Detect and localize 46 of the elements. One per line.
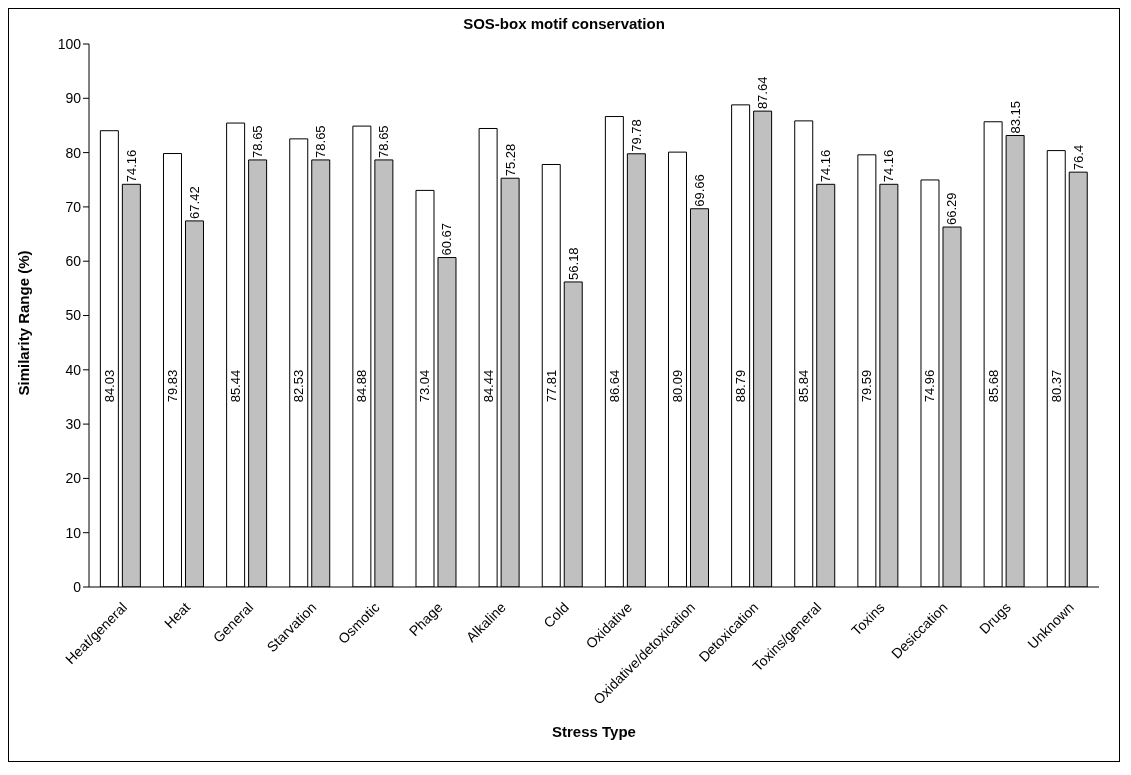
- data-label: 85.44: [228, 369, 244, 403]
- y-tick-label: 40: [65, 361, 82, 378]
- data-label: 56.18: [565, 247, 581, 280]
- data-label: 73.04: [417, 369, 433, 403]
- data-label: 74.16: [123, 149, 139, 183]
- y-tick-label: 70: [65, 198, 82, 215]
- data-label: 74.96: [922, 369, 938, 403]
- data-label: 74.16: [881, 149, 897, 183]
- data-label: 78.65: [250, 125, 266, 158]
- data-label: 75.28: [502, 143, 518, 177]
- data-label: 84.03: [101, 369, 117, 403]
- x-axis-title: Stress Type: [552, 723, 636, 740]
- chart-title: SOS-box motif conservation: [462, 15, 666, 32]
- data-label: 67.42: [186, 186, 202, 219]
- data-label: 84.44: [480, 369, 496, 403]
- data-label: 84.88: [354, 369, 370, 403]
- data-label: 77.81: [543, 369, 559, 403]
- y-axis-title: Similarity Range (%): [15, 250, 33, 396]
- data-label: 85.68: [985, 369, 1001, 403]
- data-label: 88.79: [733, 369, 749, 403]
- y-tick-label: 60: [65, 253, 82, 270]
- data-label: 79.83: [164, 369, 180, 403]
- y-tick-label: 20: [65, 470, 82, 487]
- data-label: 82.53: [291, 369, 307, 403]
- data-label: 66.29: [944, 192, 960, 226]
- data-label: 69.66: [691, 174, 707, 207]
- data-label: 60.67: [439, 223, 455, 256]
- data-label: 86.64: [606, 369, 622, 403]
- data-label: 79.59: [859, 369, 875, 403]
- data-label: 83.15: [1007, 100, 1023, 134]
- data-label: 87.64: [755, 76, 771, 110]
- y-tick-label: 10: [65, 524, 82, 541]
- y-tick-label: 90: [65, 90, 82, 107]
- data-label: 80.09: [669, 369, 685, 403]
- data-label: 85.84: [796, 369, 812, 403]
- y-tick-label: 30: [65, 416, 82, 433]
- data-label: 79.78: [628, 119, 644, 152]
- y-tick-label: 100: [57, 35, 82, 52]
- data-label: 78.65: [376, 125, 392, 158]
- data-label: 74.16: [818, 149, 834, 183]
- data-label: 78.65: [313, 125, 329, 158]
- data-label: 80.37: [1048, 369, 1064, 403]
- y-tick-label: 80: [65, 144, 82, 161]
- y-tick-label: 50: [65, 307, 82, 324]
- y-tick-label: 0: [73, 578, 82, 595]
- data-label: 76.4: [1070, 144, 1086, 171]
